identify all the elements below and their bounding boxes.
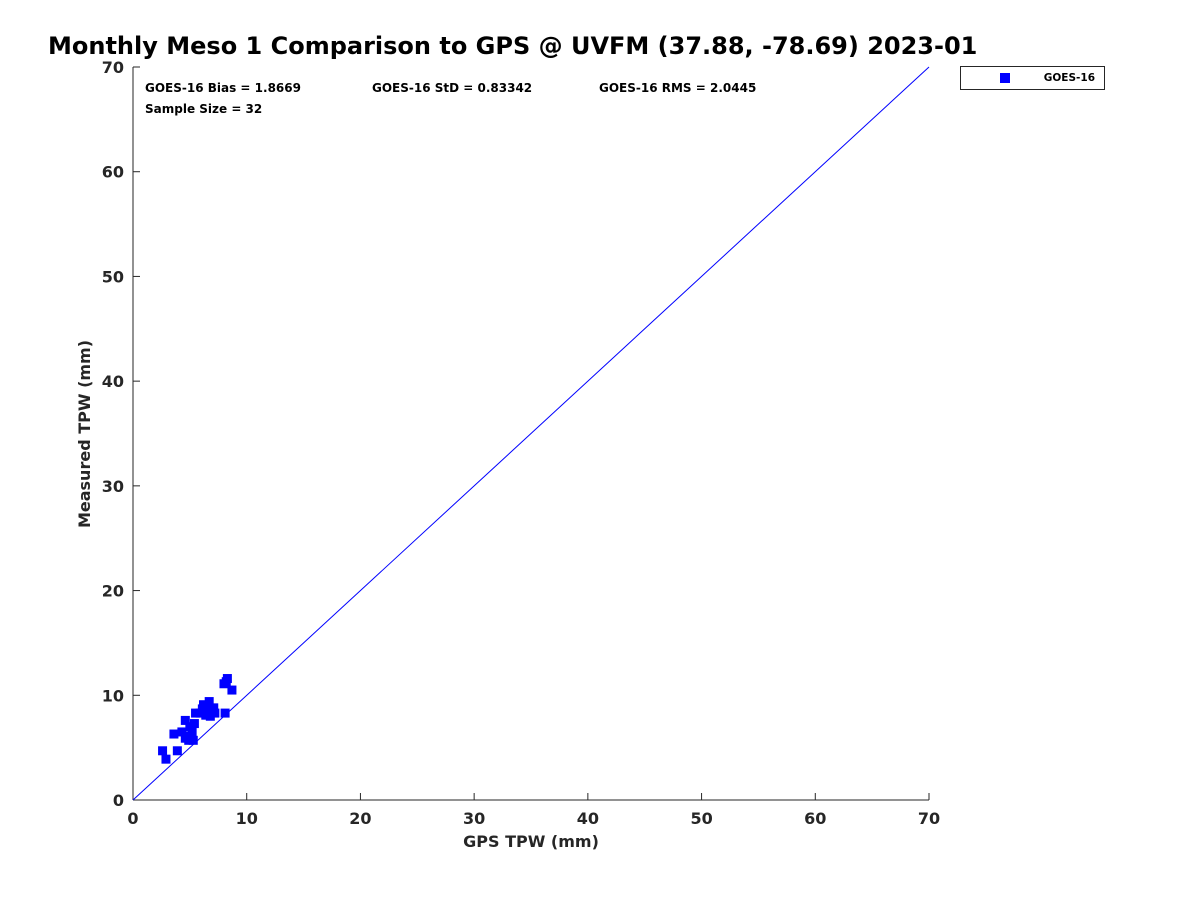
x-tick-label: 0 bbox=[127, 809, 138, 828]
stats-annotation: GOES-16 Bias = 1.8669 GOES-16 StD = 0.83… bbox=[145, 81, 756, 116]
x-tick-label: 20 bbox=[349, 809, 371, 828]
y-tick-label: 60 bbox=[102, 163, 124, 182]
plot-area: 0 10 20 30 40 50 60 70 0 10 20 30 40 50 60 70 bbox=[102, 58, 940, 828]
data-point bbox=[188, 735, 198, 745]
data-point bbox=[220, 708, 230, 718]
legend-marker-square bbox=[1000, 73, 1010, 83]
x-tick-label: 60 bbox=[804, 809, 826, 828]
data-point bbox=[209, 703, 219, 713]
data-point bbox=[187, 727, 197, 737]
data-point bbox=[169, 729, 179, 739]
y-axis-label: Measured TPW (mm) bbox=[75, 340, 94, 528]
data-point bbox=[189, 719, 199, 729]
x-ticks: 0 10 20 30 40 50 60 70 bbox=[127, 793, 940, 828]
data-point bbox=[210, 708, 220, 718]
bias-stat: GOES-16 Bias = 1.8669 bbox=[145, 81, 301, 95]
y-tick-label: 40 bbox=[102, 372, 124, 391]
y-tick-label: 30 bbox=[102, 477, 124, 496]
data-point bbox=[161, 754, 171, 764]
data-point bbox=[184, 735, 194, 745]
data-point bbox=[180, 715, 190, 725]
data-points bbox=[158, 674, 237, 764]
legend-label: GOES-16 bbox=[1044, 72, 1095, 84]
data-point bbox=[227, 685, 237, 695]
data-point bbox=[202, 702, 212, 712]
std-stat: GOES-16 StD = 0.83342 bbox=[372, 81, 532, 95]
legend: GOES-16 bbox=[960, 66, 1105, 90]
y-ticks: 0 10 20 30 40 50 60 70 bbox=[102, 58, 140, 810]
x-tick-label: 70 bbox=[918, 809, 940, 828]
data-point bbox=[158, 746, 168, 756]
rms-stat: GOES-16 RMS = 2.0445 bbox=[599, 81, 756, 95]
data-point bbox=[204, 697, 214, 707]
x-axis-label: GPS TPW (mm) bbox=[463, 832, 599, 851]
y-tick-label: 0 bbox=[113, 791, 124, 810]
data-point bbox=[185, 722, 195, 732]
sample-size-stat: Sample Size = 32 bbox=[145, 102, 262, 116]
data-point bbox=[191, 708, 201, 718]
x-tick-label: 40 bbox=[577, 809, 599, 828]
one-to-one-reference-line bbox=[132, 66, 930, 801]
y-tick-label: 10 bbox=[102, 686, 124, 705]
x-tick-label: 10 bbox=[236, 809, 258, 828]
y-tick-label: 70 bbox=[102, 58, 124, 77]
data-point bbox=[172, 746, 182, 756]
data-point bbox=[205, 711, 215, 721]
data-point bbox=[222, 674, 232, 684]
legend-box bbox=[960, 66, 1105, 90]
x-tick-label: 30 bbox=[463, 809, 485, 828]
y-tick-label: 50 bbox=[102, 267, 124, 286]
x-tick-label: 50 bbox=[690, 809, 712, 828]
data-point bbox=[177, 727, 187, 737]
chart-title: Monthly Meso 1 Comparison to GPS @ UVFM … bbox=[48, 32, 977, 60]
y-tick-label: 20 bbox=[102, 582, 124, 601]
